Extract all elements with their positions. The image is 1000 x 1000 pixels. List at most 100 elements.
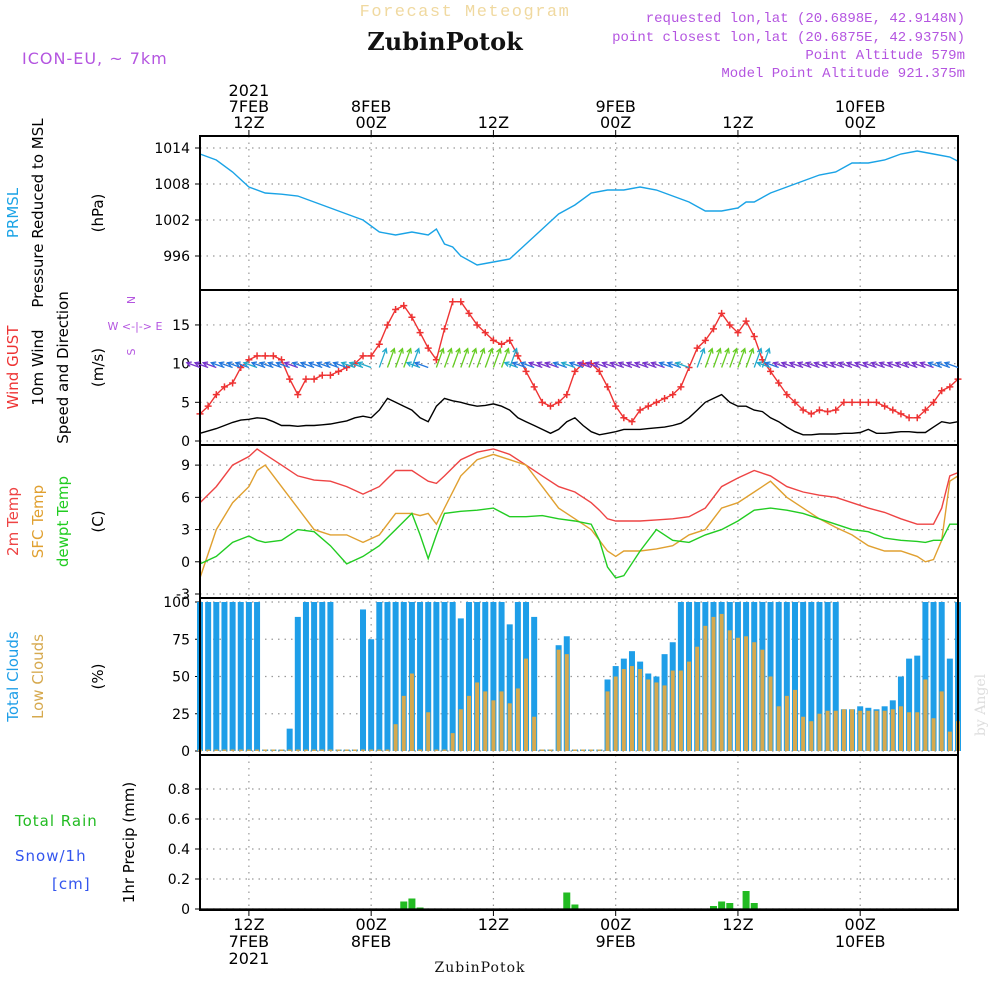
- total-cloud-bar: [922, 602, 929, 751]
- precip-unit: 1hr Precip (mm): [120, 782, 138, 903]
- wind-arrow-head: [658, 361, 665, 367]
- low-cloud-bar: [524, 658, 529, 751]
- wind-arrow-head: [381, 347, 388, 354]
- low-cloud-bar: [385, 749, 390, 751]
- wind-arrow-head: [544, 361, 551, 367]
- total-cloud-bar: [938, 602, 945, 751]
- label-snow-unit: [cm]: [52, 875, 91, 893]
- gust-marker: [465, 309, 473, 317]
- gust-marker: [220, 383, 228, 391]
- wind-arrow: [737, 348, 746, 368]
- low-cloud-bar: [401, 695, 406, 751]
- gust-marker: [889, 406, 897, 414]
- total-cloud-bar: [531, 616, 538, 751]
- gust-marker: [408, 313, 416, 321]
- top-time-label: 9FEB: [595, 97, 635, 116]
- low-cloud-bar: [792, 689, 797, 751]
- wind-arrow-head: [398, 347, 404, 354]
- total-cloud-bar: [465, 602, 472, 751]
- gust-marker: [807, 410, 815, 418]
- wind-arrow-head: [666, 361, 673, 367]
- wind-arrow-head: [943, 361, 950, 367]
- low-cloud-bar: [320, 749, 325, 751]
- wind-arrow-head: [870, 361, 877, 367]
- gust-marker: [416, 329, 424, 337]
- gust-marker: [424, 344, 432, 352]
- low-cloud-bar: [238, 749, 243, 751]
- low-cloud-bar: [572, 749, 577, 751]
- series-line-wind-gust: [199, 301, 959, 423]
- wind-arrow-head: [878, 361, 885, 367]
- watermark: by Angel: [973, 673, 989, 736]
- wind-arrow-head: [699, 347, 706, 354]
- gust-marker: [840, 398, 848, 406]
- gust-marker: [848, 398, 856, 406]
- wind-arrow-head: [226, 361, 233, 367]
- bottom-time-label: 12Z: [233, 915, 264, 934]
- wind-arrow-head: [796, 361, 804, 367]
- low-cloud-bar: [246, 749, 251, 751]
- wind-arrow-head: [455, 347, 461, 354]
- gust-marker: [669, 391, 677, 399]
- total-cloud-bar: [376, 602, 383, 751]
- gust-marker: [310, 375, 318, 383]
- wind-arrow: [443, 348, 452, 368]
- low-cloud-bar: [450, 733, 455, 751]
- gust-marker: [791, 398, 799, 406]
- gust-marker: [767, 367, 775, 375]
- low-cloud-bar: [695, 646, 700, 751]
- wind-arrow: [468, 348, 477, 368]
- wind-arrow: [386, 348, 395, 368]
- total-cloud-bar: [775, 602, 782, 751]
- wind-arrow-head: [845, 361, 853, 367]
- wind-arrow-head: [275, 361, 282, 367]
- low-cloud-bar: [719, 613, 724, 751]
- bottom-time-label: 10FEB: [835, 932, 886, 951]
- total-cloud-bar: [327, 602, 334, 751]
- total-cloud-bar: [319, 602, 326, 751]
- y-tick-label: 0.4: [168, 842, 190, 858]
- low-cloud-bar: [638, 669, 643, 751]
- low-cloud-bar: [507, 703, 512, 751]
- low-cloud-bar: [499, 691, 504, 751]
- wind-arrow-head: [193, 361, 201, 367]
- total-cloud-bar: [474, 602, 481, 751]
- low-cloud-bar: [841, 709, 846, 751]
- precip-bar: [563, 892, 571, 909]
- gust-marker: [734, 329, 742, 337]
- wind-arrow-head: [348, 361, 355, 367]
- gust-marker: [400, 302, 408, 310]
- wind-arrow: [712, 348, 721, 368]
- wind-arrow: [435, 348, 444, 368]
- gust-marker: [506, 336, 514, 344]
- gust-marker: [897, 410, 905, 418]
- wind-arrow-head: [267, 361, 274, 367]
- model-label: ICON-EU, ~ 7km: [22, 49, 168, 68]
- low-cloud-bar: [230, 749, 235, 751]
- precip-bar: [718, 901, 726, 909]
- wind-arrow: [745, 348, 754, 368]
- gust-marker: [489, 336, 497, 344]
- label-total-rain: Total Rain: [14, 812, 98, 830]
- low-cloud-bar: [850, 709, 855, 751]
- wind-arrow-head: [439, 347, 445, 354]
- low-cloud-bar: [361, 749, 366, 751]
- gust-marker: [595, 367, 603, 375]
- axis-label: Low Clouds: [29, 634, 47, 719]
- total-cloud-bar: [205, 602, 212, 751]
- low-cloud-bar: [735, 637, 740, 751]
- gust-marker: [881, 402, 889, 410]
- low-cloud-bar: [466, 695, 471, 751]
- gust-marker: [612, 402, 620, 410]
- wind-arrow-head: [772, 361, 779, 367]
- total-cloud-bar: [449, 602, 456, 751]
- total-cloud-bar: [400, 602, 407, 751]
- gust-marker: [832, 406, 840, 414]
- top-time-label: 12Z: [722, 113, 753, 132]
- wind-arrow-head: [862, 361, 869, 367]
- wind-arrow-head: [625, 361, 633, 367]
- total-cloud-bar: [433, 602, 440, 751]
- axis-label: PRMSL: [4, 187, 22, 238]
- gust-marker: [799, 406, 807, 414]
- gust-marker: [783, 391, 791, 399]
